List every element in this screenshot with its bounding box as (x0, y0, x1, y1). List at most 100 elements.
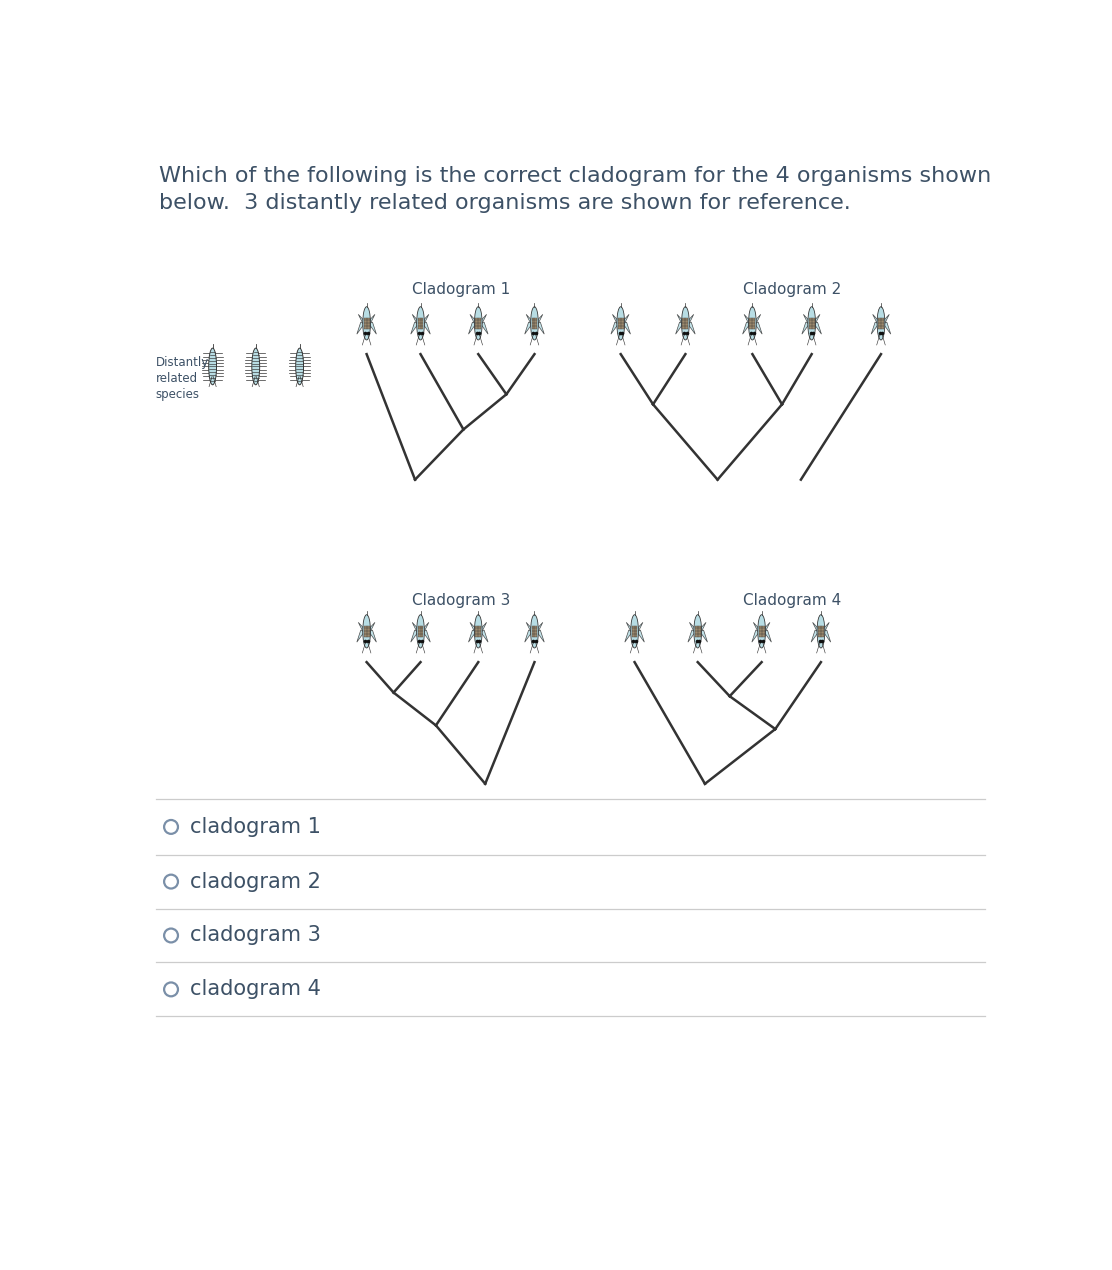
Polygon shape (536, 315, 543, 325)
Polygon shape (744, 315, 751, 325)
Polygon shape (536, 622, 543, 634)
Polygon shape (688, 630, 696, 643)
Ellipse shape (363, 615, 370, 648)
Polygon shape (368, 323, 376, 334)
Polygon shape (623, 323, 631, 334)
Polygon shape (754, 323, 762, 334)
Ellipse shape (682, 307, 689, 340)
Polygon shape (610, 323, 618, 334)
Text: Cladogram 4: Cladogram 4 (743, 593, 842, 608)
Polygon shape (536, 323, 544, 334)
Bar (364, 318, 369, 329)
Polygon shape (687, 323, 695, 334)
Circle shape (165, 820, 178, 834)
Ellipse shape (817, 615, 825, 648)
Circle shape (165, 983, 178, 997)
Polygon shape (823, 630, 831, 643)
Polygon shape (743, 323, 751, 334)
Text: cladogram 4: cladogram 4 (189, 979, 320, 999)
Ellipse shape (475, 307, 483, 340)
Ellipse shape (296, 348, 304, 385)
Bar (749, 318, 755, 329)
Polygon shape (883, 323, 891, 334)
Polygon shape (699, 630, 707, 643)
Polygon shape (468, 630, 476, 643)
Ellipse shape (631, 615, 638, 648)
Polygon shape (754, 315, 761, 325)
Text: Which of the following is the correct cladogram for the 4 organisms shown
below.: Which of the following is the correct cl… (159, 166, 991, 213)
Bar (878, 318, 884, 329)
Circle shape (165, 928, 178, 942)
Bar (618, 318, 624, 329)
Ellipse shape (877, 307, 885, 340)
Polygon shape (368, 315, 375, 325)
Polygon shape (753, 622, 761, 634)
Polygon shape (811, 630, 818, 643)
Polygon shape (803, 315, 811, 325)
Polygon shape (357, 323, 365, 334)
Polygon shape (413, 622, 419, 634)
Polygon shape (752, 630, 759, 643)
Polygon shape (423, 315, 429, 325)
Ellipse shape (748, 307, 756, 340)
Polygon shape (525, 630, 533, 643)
Polygon shape (526, 315, 533, 325)
Polygon shape (625, 630, 633, 643)
Ellipse shape (475, 615, 483, 648)
Bar (532, 318, 537, 329)
Bar (758, 626, 765, 638)
Ellipse shape (417, 615, 425, 648)
Polygon shape (357, 630, 365, 643)
Ellipse shape (417, 307, 425, 340)
Bar (818, 626, 824, 638)
Polygon shape (613, 315, 619, 325)
Ellipse shape (530, 307, 538, 340)
Bar (418, 318, 424, 329)
Polygon shape (676, 323, 684, 334)
Polygon shape (813, 315, 820, 325)
Polygon shape (526, 622, 533, 634)
Polygon shape (479, 315, 487, 325)
Polygon shape (358, 315, 365, 325)
Ellipse shape (694, 615, 702, 648)
Polygon shape (468, 323, 476, 334)
Polygon shape (479, 622, 487, 634)
Polygon shape (814, 323, 822, 334)
Polygon shape (368, 622, 375, 634)
Polygon shape (764, 630, 772, 643)
Ellipse shape (251, 348, 260, 385)
Polygon shape (413, 315, 419, 325)
Text: Cladogram 1: Cladogram 1 (413, 282, 510, 297)
Text: cladogram 3: cladogram 3 (189, 926, 320, 945)
Bar (532, 626, 537, 638)
Ellipse shape (807, 307, 815, 340)
Polygon shape (368, 630, 376, 643)
Polygon shape (636, 622, 643, 634)
Polygon shape (883, 315, 890, 325)
Text: Distantly
related
species: Distantly related species (156, 357, 209, 401)
Polygon shape (626, 622, 633, 634)
Polygon shape (480, 323, 488, 334)
Polygon shape (480, 630, 488, 643)
Text: Cladogram 3: Cladogram 3 (413, 593, 510, 608)
Polygon shape (636, 630, 644, 643)
Polygon shape (423, 622, 429, 634)
Polygon shape (677, 315, 684, 325)
Polygon shape (423, 630, 430, 643)
Bar (632, 626, 637, 638)
Ellipse shape (209, 348, 217, 385)
Polygon shape (470, 315, 477, 325)
Circle shape (165, 875, 178, 889)
Bar (475, 318, 481, 329)
Polygon shape (813, 622, 820, 634)
Polygon shape (687, 315, 694, 325)
Ellipse shape (363, 307, 370, 340)
Text: cladogram 1: cladogram 1 (189, 817, 320, 837)
Polygon shape (689, 622, 696, 634)
Polygon shape (699, 622, 706, 634)
Polygon shape (536, 630, 544, 643)
Bar (475, 626, 481, 638)
Polygon shape (525, 323, 533, 334)
Text: cladogram 2: cladogram 2 (189, 871, 320, 892)
Bar (364, 626, 369, 638)
